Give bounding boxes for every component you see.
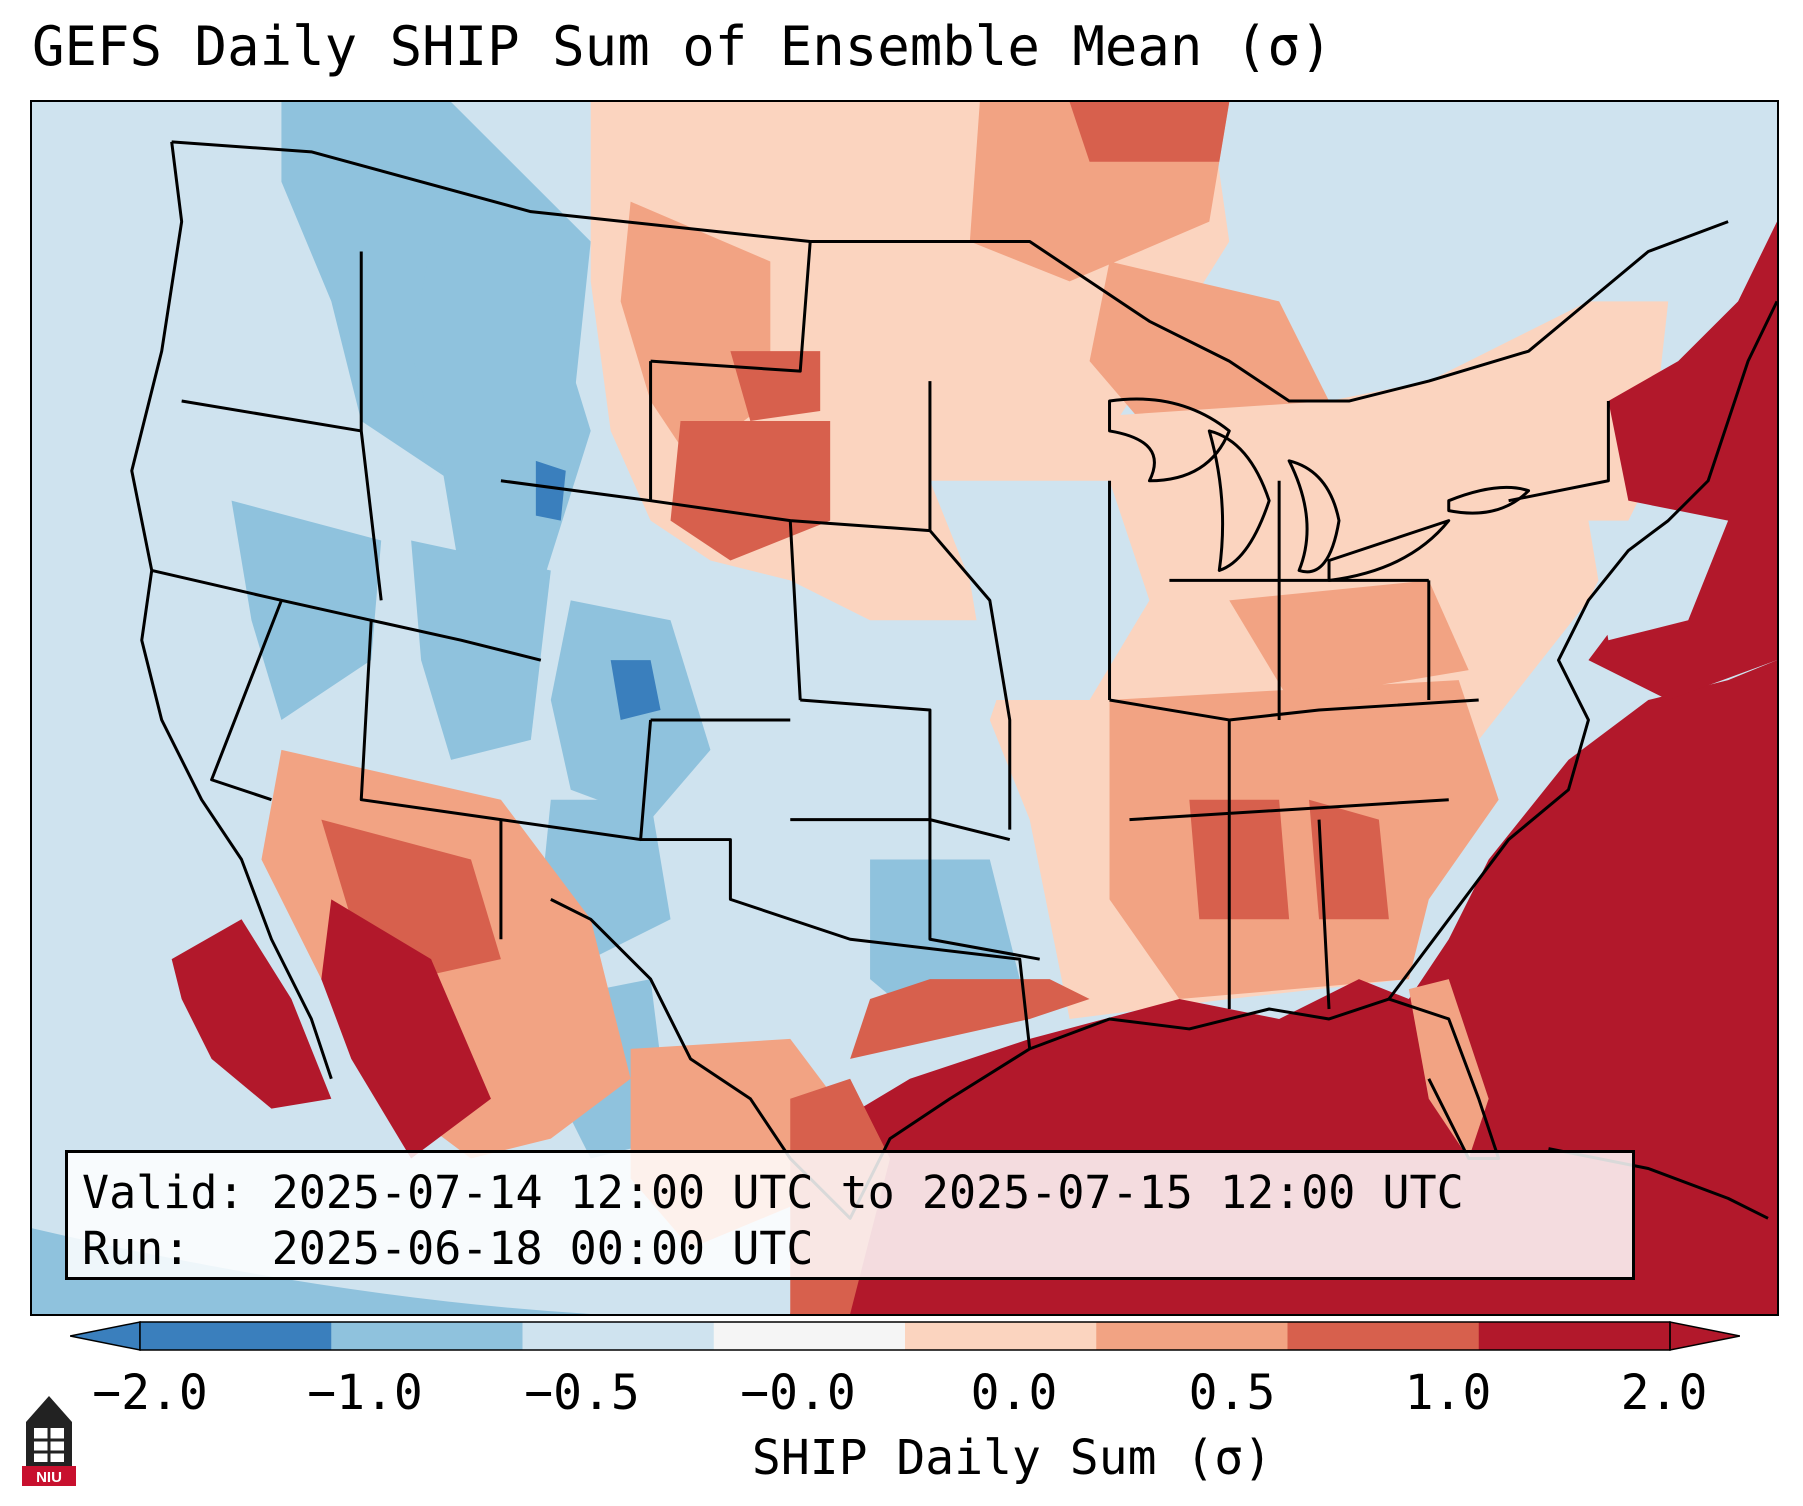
region-arizona-red	[321, 819, 501, 980]
region-nevada-midblue	[231, 500, 382, 720]
state-lines-central	[790, 381, 1040, 961]
region-florida-midred	[1408, 979, 1489, 1159]
region-ohio-midred	[1229, 580, 1469, 701]
us-canada-border	[171, 140, 1729, 403]
colorbar-extend-high	[1669, 1321, 1740, 1351]
colorbar-extend-low	[70, 1321, 141, 1351]
tick-label-5: 0.0	[970, 1365, 1058, 1421]
colorbar-segment	[1096, 1322, 1288, 1350]
colorbar-segment	[1287, 1322, 1480, 1350]
tick-label-4: −0.0	[740, 1365, 856, 1421]
west-coast	[130, 141, 333, 1080]
colorbar-label: SHIP Daily Sum (σ)	[751, 1430, 1273, 1486]
region-utah-midblue	[411, 540, 551, 760]
tick-label-1: −2.0	[92, 1365, 208, 1421]
region-newengland-lightblue	[1588, 520, 1729, 641]
niu-logo-icon: NIU	[22, 1396, 76, 1486]
tick-label-7: 1.0	[1404, 1365, 1492, 1421]
colorbar-segment	[905, 1322, 1097, 1350]
logo-text: NIU	[36, 1469, 62, 1486]
region-alabama-red	[1189, 799, 1290, 920]
region-midwest-lightblue	[929, 480, 1150, 701]
map-panel	[30, 100, 1779, 1316]
texas-outline	[550, 838, 1032, 1220]
tick-label-2: −1.0	[307, 1365, 423, 1421]
region-colorado-darkblue	[610, 660, 661, 720]
region-sonora-darkred	[321, 899, 491, 1159]
edge-blue-band	[32, 1228, 591, 1314]
run-time-line: Run: 2025-06-18 00:00 UTC	[82, 1222, 814, 1275]
valid-time-line: Valid: 2025-07-14 12:00 UTC to 2025-07-1…	[82, 1166, 1464, 1219]
region-gulf-edge-red	[850, 979, 1090, 1059]
region-ga-red	[1309, 799, 1389, 920]
region-wyoming-darkblue	[535, 460, 566, 521]
region-pacific-darkred	[171, 919, 332, 1109]
great-lakes	[1108, 397, 1531, 582]
ship-map	[32, 102, 1777, 1314]
region-canada-red	[1069, 102, 1230, 162]
colorbar-segment	[331, 1322, 523, 1350]
info-box: Valid: 2025-07-14 12:00 UTC to 2025-07-1…	[65, 1150, 1635, 1280]
east-coast	[1387, 300, 1777, 1000]
tick-label-3: −0.5	[524, 1365, 640, 1421]
region-montana-midred	[620, 201, 771, 461]
colorbar-segment	[140, 1322, 332, 1350]
colorbar-segment	[713, 1322, 906, 1350]
colorbar-segments	[70, 1321, 1740, 1351]
region-atlantic-darkred	[1588, 221, 1777, 701]
chart-title: GEFS Daily SHIP Sum of Ensemble Mean (σ)	[32, 15, 1333, 78]
tick-label-8: 2.0	[1620, 1365, 1708, 1421]
region-idaho-midblue	[411, 241, 591, 621]
colorbar-segment	[1478, 1322, 1671, 1350]
colorbar-outline	[139, 1321, 1671, 1351]
colorbar-segment	[522, 1322, 715, 1350]
state-lines-east	[1108, 401, 1610, 1010]
tick-label-6: 0.5	[1188, 1365, 1276, 1421]
colorbar	[70, 1321, 1740, 1351]
